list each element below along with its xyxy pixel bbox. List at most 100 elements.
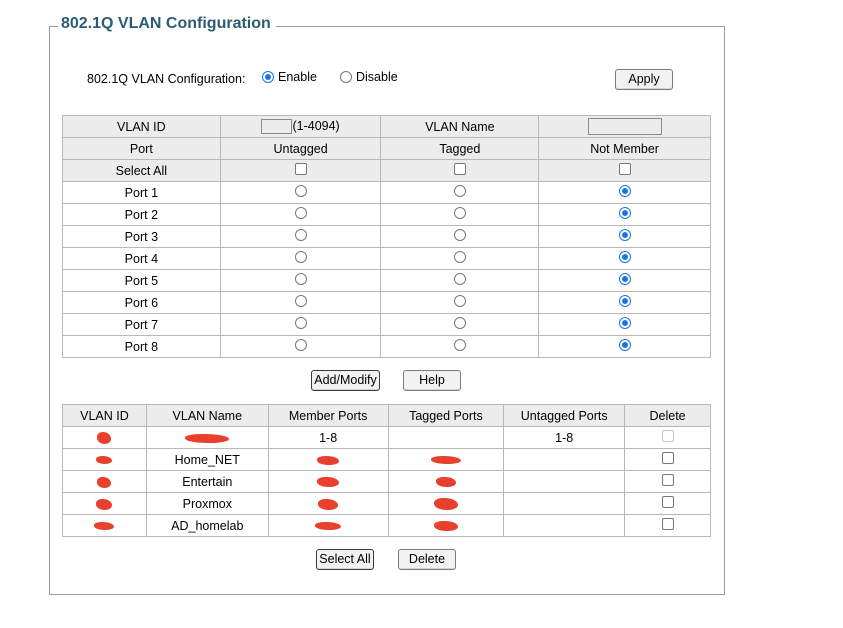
help-button[interactable]: Help [403,370,461,391]
vlan-config-label: 802.1Q VLAN Configuration: [87,72,246,86]
port-3-not-member-radio[interactable] [618,229,631,241]
panel-legend: 802.1Q VLAN Configuration [61,15,271,32]
col-tagged: Tagged [380,137,540,160]
redacted-tagged-ports [433,521,458,532]
add-modify-button[interactable]: Add/Modify [311,370,380,391]
header-vlan-name: VLAN Name [145,404,269,427]
vlan-id-label: VLAN ID [62,115,221,138]
port-3-untagged-radio[interactable] [294,229,307,241]
header-untagged-ports: Untagged Ports [503,404,626,427]
vlan-list-table: VLAN ID VLAN Name Member Ports Tagged Po… [62,404,711,537]
port-row: Port 2 [62,203,711,226]
header-vlan-id: VLAN ID [62,404,147,427]
port-6-tagged-radio[interactable] [453,295,466,307]
untagged-ports-cell [503,514,626,537]
enable-label: Enable [278,70,317,84]
port-4-untagged-radio[interactable] [294,251,307,263]
delete-button[interactable]: Delete [398,549,456,570]
redacted-member-ports [317,455,340,465]
port-8-tagged-radio[interactable] [453,339,466,351]
table-row: AD_homelab [62,514,711,537]
port-label: Port 8 [62,335,221,358]
port-7-untagged-radio[interactable] [294,317,307,329]
enable-option[interactable]: Enable [262,70,317,84]
redacted-tagged-ports [433,498,458,511]
port-row: Port 8 [62,335,711,358]
vlan-id-input[interactable] [261,119,293,135]
port-5-not-member-radio[interactable] [618,273,631,285]
col-untagged: Untagged [219,137,382,160]
port-4-tagged-radio[interactable] [453,251,466,263]
disable-radio[interactable] [340,71,352,83]
vlan-name-input[interactable] [587,118,662,135]
port-4-not-member-radio[interactable] [618,251,631,263]
config-panel-frame [49,26,725,595]
vlan-name-cell: Entertain [145,470,269,493]
header-delete: Delete [624,404,711,427]
port-label: Port 7 [62,313,221,336]
vlan-name-cell [538,115,711,138]
delete-checkbox[interactable] [661,452,674,464]
redacted-vlan-name [185,433,230,443]
port-2-tagged-radio[interactable] [453,207,466,219]
table-row: Proxmox [62,492,711,515]
select-all-untagged-checkbox[interactable] [294,163,307,175]
table-row: 1-8 1-8 [62,426,711,449]
select-all-not-member-checkbox[interactable] [618,163,631,175]
port-2-untagged-radio[interactable] [294,207,307,219]
frame-top-border-right [276,26,724,27]
untagged-ports-cell [503,448,626,471]
port-6-untagged-radio[interactable] [294,295,307,307]
delete-checkbox[interactable] [661,474,674,486]
apply-button[interactable]: Apply [615,69,673,90]
select-all-tagged-checkbox[interactable] [453,163,466,175]
port-label: Port 6 [62,291,221,314]
col-not-member: Not Member [538,137,711,160]
port-label: Port 4 [62,247,221,270]
vlan-name-cell: AD_homelab [145,514,269,537]
vlan-name-cell: Proxmox [145,492,269,515]
port-label: Port 3 [62,225,221,248]
port-label: Port 5 [62,269,221,292]
untagged-ports-cell [503,470,626,493]
port-1-not-member-radio[interactable] [618,185,631,197]
port-row: Port 5 [62,269,711,292]
frame-top-border-left [49,26,58,27]
port-row: Port 6 [62,291,711,314]
redacted-vlan-id [94,522,115,531]
untagged-ports-cell: 1-8 [503,426,626,449]
port-5-untagged-radio[interactable] [294,273,307,285]
vlan-id-range: (1-4094) [292,118,340,133]
vlan-editor-table: VLAN ID (1-4094) VLAN Name Port Untagged… [62,115,711,358]
port-8-not-member-radio[interactable] [618,339,631,351]
port-5-tagged-radio[interactable] [453,273,466,285]
port-7-tagged-radio[interactable] [453,317,466,329]
redacted-member-ports [315,522,342,531]
redacted-vlan-id [97,432,112,445]
delete-checkbox[interactable] [661,496,674,508]
port-6-not-member-radio[interactable] [618,295,631,307]
port-7-not-member-radio[interactable] [618,317,631,329]
tagged-ports-cell [387,426,505,449]
port-8-untagged-radio[interactable] [294,339,307,351]
delete-checkbox[interactable] [661,518,674,530]
port-3-tagged-radio[interactable] [453,229,466,241]
vlan-id-row: VLAN ID (1-4094) VLAN Name [62,115,711,138]
port-row: Port 7 [62,313,711,336]
redacted-vlan-id [96,456,113,465]
select-all-button[interactable]: Select All [316,549,374,570]
enable-radio[interactable] [262,71,274,83]
port-2-not-member-radio[interactable] [618,207,631,219]
port-1-tagged-radio[interactable] [453,185,466,197]
table-row: Entertain [62,470,711,493]
header-member-ports: Member Ports [267,404,389,427]
disable-option[interactable]: Disable [340,70,398,84]
delete-checkbox [661,430,674,442]
vlan-list-header-row: VLAN ID VLAN Name Member Ports Tagged Po… [62,404,711,427]
port-1-untagged-radio[interactable] [294,185,307,197]
table-row: Home_NET [62,448,711,471]
port-label: Port 2 [62,203,221,226]
redacted-member-ports [317,477,340,488]
port-row: Port 3 [62,225,711,248]
port-row: Port 1 [62,181,711,204]
